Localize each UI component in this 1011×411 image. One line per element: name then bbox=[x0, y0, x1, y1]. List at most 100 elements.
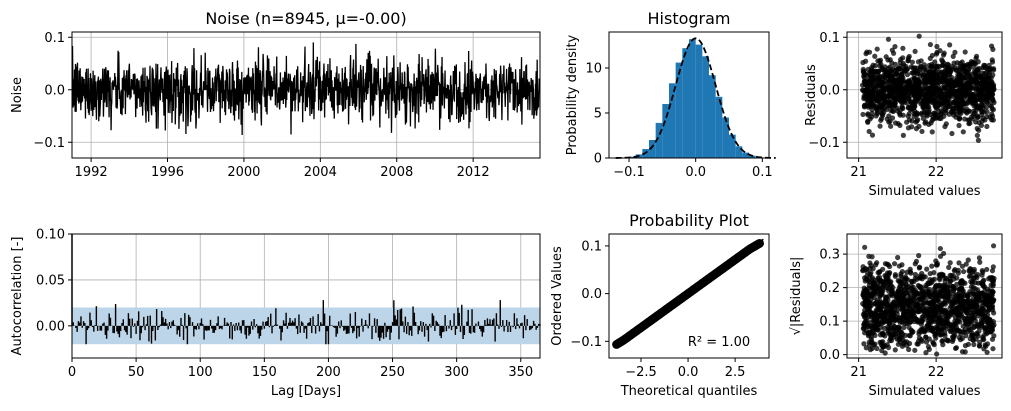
scatter-point bbox=[882, 75, 888, 81]
y-axis-label: Noise bbox=[10, 77, 25, 113]
histogram-bar bbox=[655, 122, 663, 158]
scatter-point bbox=[933, 64, 939, 70]
scatter-point bbox=[945, 338, 951, 344]
scatter-point bbox=[953, 345, 960, 351]
scatter-point bbox=[864, 290, 870, 297]
scatter-point bbox=[876, 312, 882, 318]
scatter-point bbox=[861, 325, 867, 331]
scatter-point bbox=[902, 332, 909, 338]
scatter-point bbox=[891, 95, 897, 102]
scatter-point bbox=[869, 114, 875, 120]
scatter-point bbox=[916, 92, 923, 99]
scatter-point bbox=[927, 55, 933, 61]
scatter-point bbox=[888, 334, 894, 340]
scatter-point bbox=[861, 302, 867, 308]
scatter-point bbox=[930, 340, 937, 347]
scatter-point bbox=[938, 111, 944, 117]
scatter-point bbox=[914, 111, 921, 117]
x-tick-label: 200 bbox=[316, 365, 341, 380]
scatter-point bbox=[862, 244, 868, 250]
scatter-point bbox=[898, 329, 905, 335]
scatter-point bbox=[870, 266, 876, 272]
scatter-point bbox=[912, 103, 918, 109]
scatter-point bbox=[949, 130, 955, 137]
scatter-point bbox=[920, 115, 926, 122]
scatter-point bbox=[950, 53, 956, 59]
scatter-point bbox=[874, 260, 880, 266]
x-tick-label: 2012 bbox=[457, 165, 490, 180]
scatter-point bbox=[934, 93, 940, 99]
scatter-point bbox=[916, 253, 922, 259]
scatter-point bbox=[891, 326, 898, 333]
scatter-point bbox=[910, 81, 916, 87]
scatter-point bbox=[958, 308, 964, 315]
scatter-point bbox=[874, 46, 880, 52]
scatter-point bbox=[990, 319, 997, 325]
scatter-point bbox=[959, 298, 965, 304]
axes-frame bbox=[608, 31, 770, 159]
scatter-point bbox=[879, 290, 885, 296]
y-tick-label: 0.1 bbox=[581, 239, 602, 254]
scatter-point bbox=[921, 291, 927, 298]
scatter-point bbox=[899, 105, 905, 111]
scatter-point bbox=[873, 105, 880, 111]
scatter-point bbox=[867, 260, 873, 266]
scatter-point bbox=[865, 111, 871, 117]
scatter-point bbox=[866, 299, 872, 305]
scatter-point bbox=[978, 307, 984, 314]
y-axis-label: Autocorrelation [-] bbox=[10, 237, 25, 356]
scatter-point bbox=[889, 47, 895, 53]
scatter-point bbox=[941, 50, 947, 56]
scatter-point bbox=[860, 111, 866, 118]
scatter-point bbox=[940, 301, 946, 307]
scatter-point bbox=[889, 291, 896, 297]
scatter-point bbox=[961, 91, 967, 97]
scatter-point bbox=[946, 264, 952, 270]
scatter-point bbox=[898, 67, 905, 74]
scatter-point bbox=[990, 283, 996, 289]
scatter-point bbox=[934, 260, 940, 267]
histogram-bar bbox=[709, 75, 716, 158]
scatter-point bbox=[888, 123, 894, 129]
scatter-point bbox=[970, 337, 976, 343]
scatter-point bbox=[979, 267, 985, 274]
histogram-bar bbox=[662, 104, 669, 158]
scatter-point bbox=[895, 254, 901, 261]
scatter-point bbox=[953, 308, 959, 314]
scatter-point bbox=[939, 69, 945, 75]
scatter-point bbox=[891, 261, 898, 267]
x-tick-label: 50 bbox=[128, 365, 145, 380]
scatter-point bbox=[875, 288, 881, 294]
scatter-point bbox=[975, 287, 981, 293]
chart-title: Histogram bbox=[648, 9, 731, 28]
scatter-point bbox=[881, 315, 887, 321]
scatter-point bbox=[885, 281, 891, 287]
y-tick-label: 0.05 bbox=[36, 273, 65, 288]
scatter-point bbox=[908, 270, 914, 276]
scatter-point bbox=[939, 338, 945, 344]
scatter-point bbox=[975, 294, 981, 300]
x-tick-label: 22 bbox=[928, 365, 945, 380]
scatter-point bbox=[981, 86, 988, 92]
scatter-point bbox=[929, 299, 936, 305]
scatter-point bbox=[898, 72, 904, 78]
scatter-point bbox=[926, 281, 932, 287]
scatter-point bbox=[984, 266, 990, 273]
scatter-point bbox=[959, 84, 965, 90]
scatter-point bbox=[963, 309, 969, 315]
scatter-point bbox=[960, 129, 966, 135]
scatter-point bbox=[897, 334, 903, 340]
scatter-point bbox=[990, 98, 996, 104]
histogram-bar bbox=[675, 62, 683, 158]
scatter-point bbox=[901, 324, 907, 331]
scatter-point bbox=[911, 297, 918, 303]
scatter-point bbox=[977, 73, 984, 80]
scatter-point bbox=[921, 81, 927, 87]
scatter-point bbox=[962, 116, 968, 122]
scatter-point bbox=[970, 112, 976, 118]
histogram-axes: −0.1 0.0 0.1 0 5 10 Histogram Probability densi… bbox=[565, 9, 776, 180]
x-tick-label: 1992 bbox=[75, 165, 108, 180]
scatter-point bbox=[910, 329, 916, 335]
scatter-point bbox=[962, 49, 968, 55]
